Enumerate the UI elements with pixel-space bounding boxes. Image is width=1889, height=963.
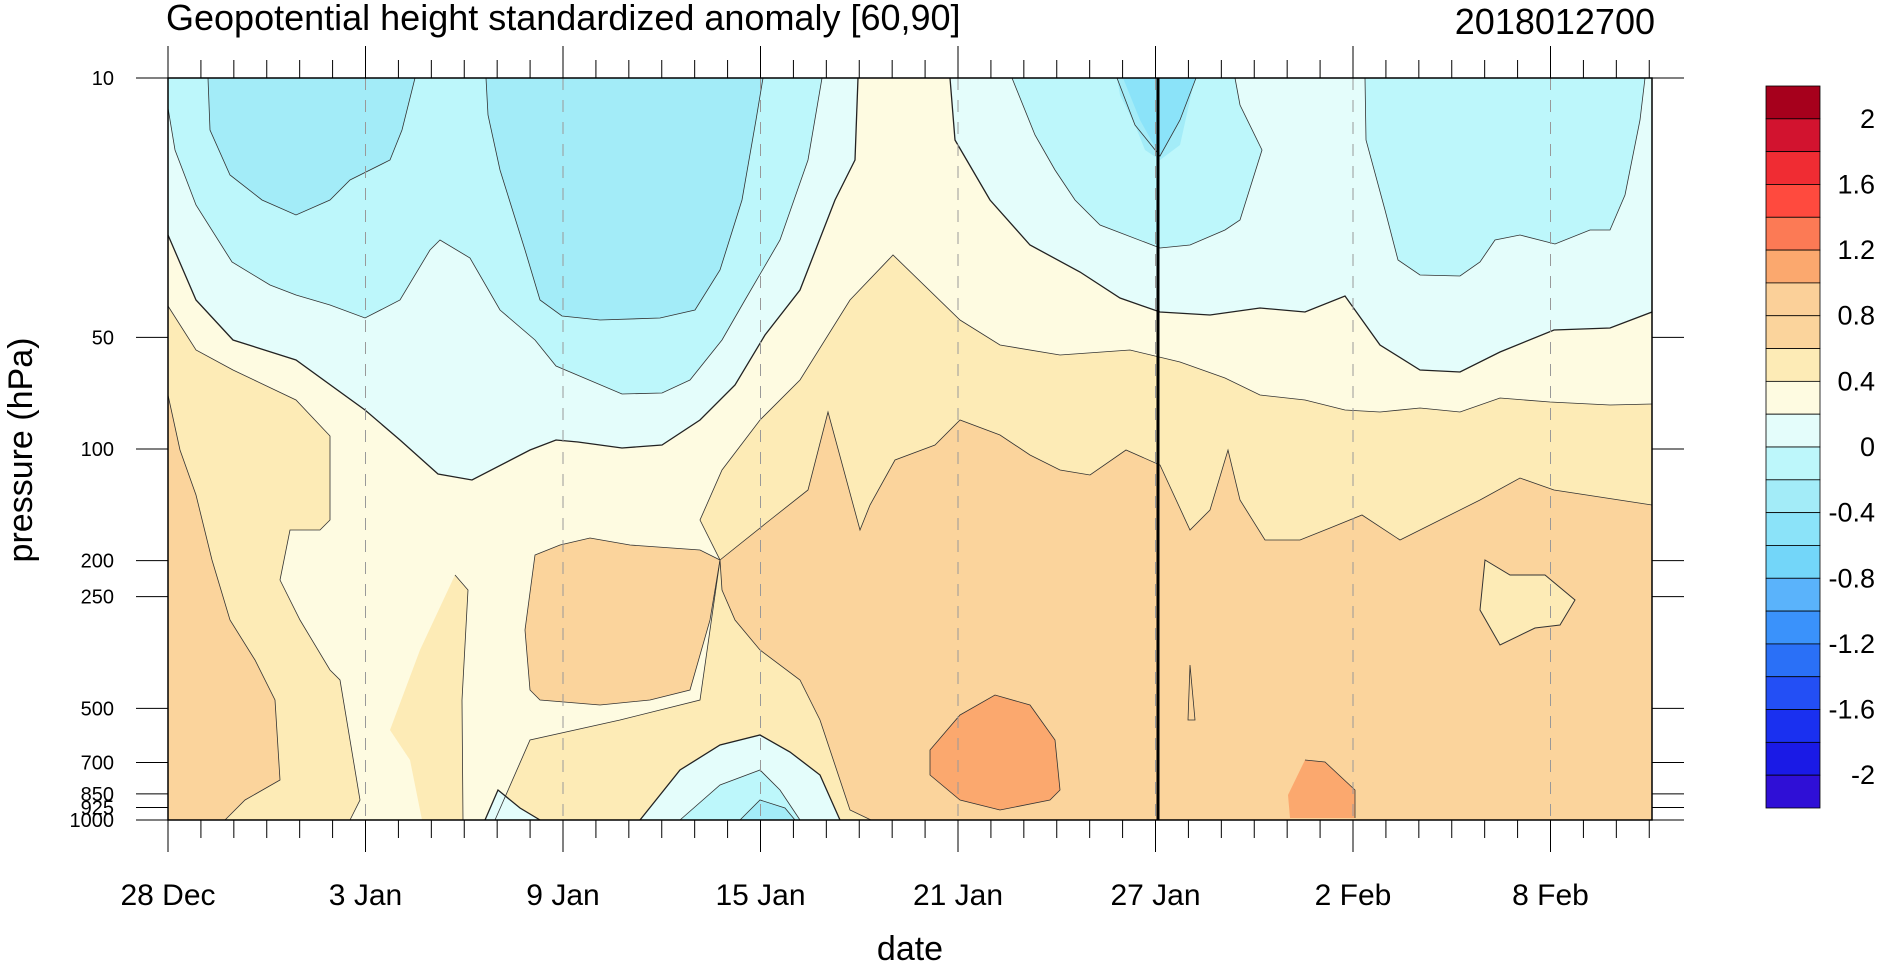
colorbar-box — [1765, 315, 1821, 349]
chart-title: Geopotential height standardized anomaly… — [166, 0, 961, 38]
colorbar-box — [1765, 709, 1821, 743]
contour-line-zero-d — [639, 734, 841, 821]
contour-line-thin-2 — [207, 77, 416, 216]
contour-line-zero-c — [484, 788, 541, 821]
contour-line-thin-14 — [1304, 759, 1356, 818]
x-tick-label: 9 Jan — [526, 879, 599, 912]
colorbar-box — [1765, 545, 1821, 579]
colorbar-box — [1765, 676, 1821, 710]
colorbar-label: 1.2 — [1837, 235, 1875, 265]
contour-fill-neg-4-6-a — [208, 78, 415, 215]
y-tick-label: 200 — [81, 551, 114, 573]
contour-line-thin-6 — [1116, 77, 1197, 157]
contour-line-zero-b — [949, 77, 1653, 373]
x-tick-label: 21 Jan — [913, 879, 1003, 912]
colorbar — [1765, 85, 1821, 809]
y-tick-label: 1000 — [70, 810, 115, 832]
contour-fill-neg-4-6-b — [486, 78, 763, 320]
contour-fill-neg-4-6-bottom — [740, 800, 795, 820]
plot-area — [136, 46, 1684, 852]
x-tick-label: 2 Feb — [1315, 879, 1392, 912]
colorbar-box — [1765, 118, 1821, 153]
y-tick-label: 850 — [81, 784, 114, 806]
contour-line-thin-1 — [167, 77, 823, 395]
y-axis-ticks — [136, 77, 1684, 821]
colorbar-box — [1765, 741, 1821, 776]
contour-line-thin-12 — [524, 537, 721, 706]
colorbar-box — [1765, 151, 1821, 185]
colorbar-box — [1765, 282, 1821, 317]
contour-line-thin-8 — [167, 394, 281, 821]
contour-fill-pos-8-10-a — [930, 695, 1060, 810]
contour-line-thin-5 — [1364, 77, 1646, 277]
colorbar-box — [1765, 479, 1821, 514]
x-tick-label: 27 Jan — [1110, 879, 1200, 912]
contour-line-thin-3 — [485, 77, 764, 321]
colorbar-box — [1765, 85, 1821, 120]
colorbar-box — [1765, 610, 1821, 645]
y-tick-label: 100 — [81, 439, 114, 461]
contour-lines — [167, 77, 1653, 821]
x-tick-label: 28 Dec — [120, 879, 215, 912]
contour-line-thin-16 — [739, 799, 796, 821]
x-tick-label: 3 Jan — [329, 879, 402, 912]
colorbar-box — [1765, 446, 1821, 481]
contour-line-zero-a — [167, 77, 859, 481]
x-axis-title: date — [877, 930, 943, 963]
contour-fill-neg-2-4-c — [1365, 78, 1645, 276]
contour-line-thin-11 — [719, 559, 872, 821]
colorbar-label: -1.2 — [1828, 629, 1875, 659]
contour-lines-thin — [167, 77, 1653, 821]
x-axis-tick-labels: 28 Dec 3 Jan 9 Jan 15 Jan 21 Jan 27 Jan 2 Feb 8… — [120, 879, 1588, 912]
colorbar-labels: 2 1.6 1.2 0.8 0.4 0 -0.4 -0.8 -1.2 -1.6 -2 — [1828, 104, 1875, 790]
contour-fill-pos-2-4-blob — [1479, 559, 1576, 646]
contour-line-thin-7 — [167, 305, 361, 821]
y-tick-label: 10 — [92, 68, 114, 90]
contour-line-thin-13 — [929, 694, 1061, 811]
contour-fill-neg-2-4-b — [1012, 78, 1262, 248]
colorbar-label: 0.4 — [1837, 366, 1875, 396]
colorbar-label: 1.6 — [1837, 169, 1875, 199]
x-axis-ticks — [167, 46, 1650, 852]
y-tick-label: 925 — [81, 797, 114, 819]
colorbar-label: -0.4 — [1828, 498, 1875, 528]
colorbar-box — [1765, 380, 1821, 415]
contour-line-thin-4 — [1011, 77, 1263, 249]
chart-subtitle-right: 2018012700 — [1455, 1, 1655, 42]
colorbar-label: -1.6 — [1828, 695, 1875, 725]
colorbar-box — [1765, 184, 1821, 218]
colorbar-box — [1765, 348, 1821, 382]
colorbar-label: 2 — [1860, 104, 1875, 134]
colorbar-box — [1765, 216, 1821, 251]
contour-line-thin-18 — [1187, 664, 1196, 721]
colorbar-label: -2 — [1851, 760, 1875, 790]
y-tick-label: 50 — [92, 327, 114, 349]
vertical-gridlines — [365, 78, 1551, 820]
contour-line-thin-17 — [454, 574, 469, 821]
colorbar-box — [1765, 512, 1821, 546]
y-axis-title: pressure (hPa) — [2, 338, 40, 563]
colorbar-box — [1765, 249, 1821, 284]
colorbar-label: 0.8 — [1837, 301, 1875, 331]
colorbar-box — [1765, 643, 1821, 678]
x-tick-label: 15 Jan — [715, 879, 805, 912]
contour-line-thin-10 — [719, 410, 1653, 561]
contour-fill-pos-4-6-center — [525, 538, 720, 705]
contour-fill-pos-2-4-center-low — [390, 575, 468, 820]
contour-fill-pos-4-6-left — [168, 395, 280, 820]
contour-line-thin-9 — [494, 254, 1653, 821]
y-tick-label: 500 — [81, 698, 114, 720]
contour-fill-pos-4-6-right — [720, 412, 1652, 820]
x-tick-label: 8 Feb — [1512, 879, 1589, 912]
y-tick-label: 250 — [81, 587, 114, 609]
colorbar-label: 0 — [1860, 432, 1875, 462]
colorbar-box — [1765, 577, 1821, 612]
colorbar-box — [1765, 774, 1821, 809]
colorbar-box — [1765, 413, 1821, 448]
colorbar-label: -0.8 — [1828, 563, 1875, 593]
y-tick-label: 700 — [81, 753, 114, 775]
